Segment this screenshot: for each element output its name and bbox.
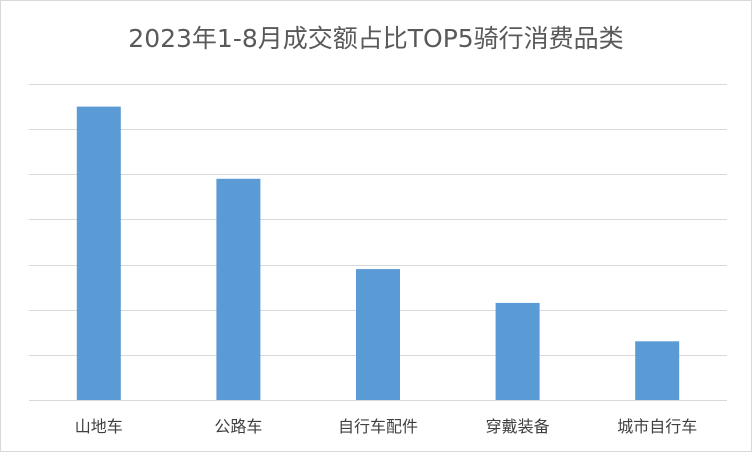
chart-title: 2023年1-8月成交额占比TOP5骑行消费品类 [128, 24, 624, 53]
bar-4 [495, 302, 540, 400]
bars [76, 106, 680, 400]
bar-1 [76, 106, 121, 400]
bar-2 [216, 178, 261, 400]
bar-5 [635, 341, 680, 400]
x-tick-label: 城市自行车 [617, 417, 697, 436]
x-tick-label: 公路车 [214, 417, 262, 436]
bar-3 [356, 269, 400, 400]
x-tick-label: 穿戴装备 [486, 417, 550, 436]
x-tick-label: 山地车 [75, 417, 123, 436]
x-tick-label: 自行车配件 [338, 417, 418, 436]
x-tick-labels: 山地车 公路车 自行车配件 穿戴装备 城市自行车 [75, 417, 697, 436]
